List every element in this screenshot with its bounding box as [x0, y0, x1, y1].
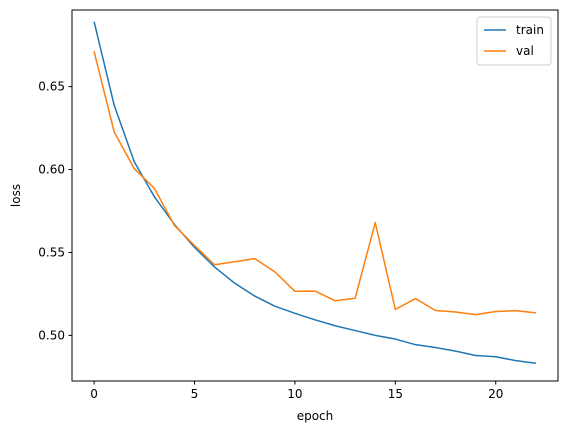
legend: train val	[476, 16, 552, 66]
series-layer	[93, 21, 537, 364]
x-tick-label: 10	[287, 387, 302, 401]
y-tick-label: 0.60	[38, 163, 65, 177]
x-tick-label: 15	[388, 387, 403, 401]
x-tick-label: 0	[90, 387, 98, 401]
y-tick-label: 0.55	[38, 245, 65, 259]
x-tick-label: 5	[191, 387, 199, 401]
y-axis-label: loss	[9, 184, 23, 207]
plot-area	[71, 9, 559, 382]
legend-label-val: val	[516, 44, 534, 58]
legend-frame	[476, 16, 552, 66]
y-tick-label: 0.65	[38, 80, 65, 94]
y-tick-label: 0.50	[38, 328, 65, 342]
y-axis: 0.50 0.55 0.60 0.65	[38, 80, 72, 342]
legend-label-train: train	[516, 23, 544, 37]
x-axis: 0 5 10 15 20	[90, 381, 503, 401]
x-axis-label: epoch	[297, 409, 334, 423]
axes-frame	[71, 9, 559, 382]
x-tick-label: 20	[488, 387, 503, 401]
series-line-train	[93, 21, 537, 364]
series-line-val	[93, 51, 536, 316]
